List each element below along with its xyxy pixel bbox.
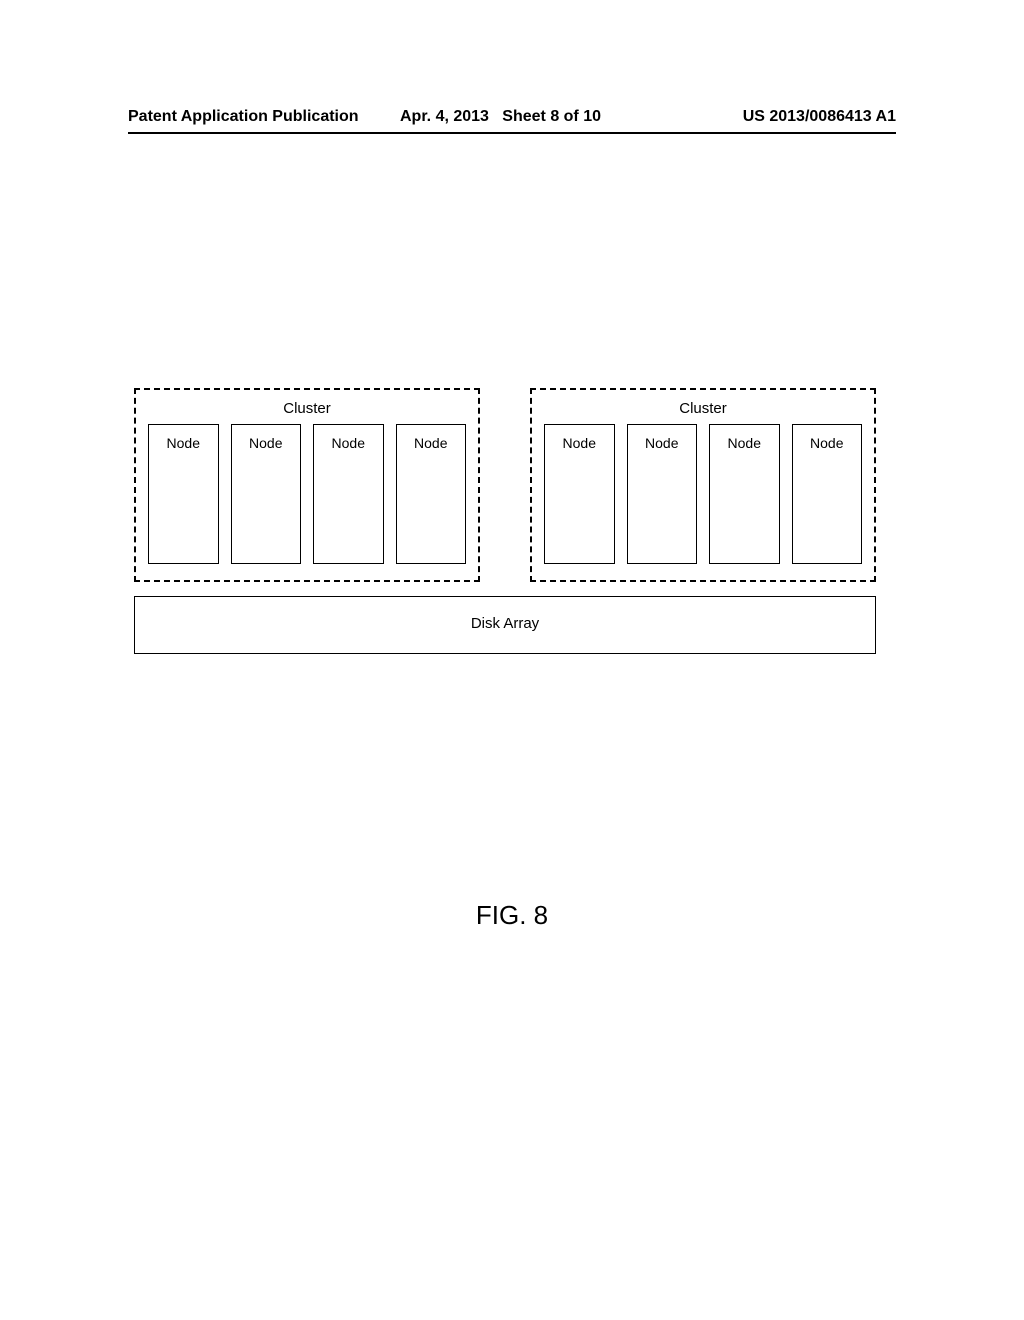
cluster-label: Cluster: [136, 400, 478, 417]
node-box: Node: [396, 424, 467, 564]
figure-8-diagram: Cluster Node Node Node Node Cluster Node…: [128, 388, 888, 654]
publication-number: US 2013/0086413 A1: [743, 108, 896, 126]
node-box: Node: [148, 424, 219, 564]
nodes-row: Node Node Node Node: [544, 424, 862, 564]
publication-label: Patent Application Publication: [128, 108, 359, 126]
figure-number-label: FIG. 8: [0, 900, 1024, 931]
node-box: Node: [231, 424, 302, 564]
cluster-label: Cluster: [532, 400, 874, 417]
publication-date: Apr. 4, 2013: [400, 108, 489, 125]
node-box: Node: [313, 424, 384, 564]
date-and-sheet: Apr. 4, 2013 Sheet 8 of 10: [400, 108, 660, 126]
node-box: Node: [709, 424, 780, 564]
node-box: Node: [544, 424, 615, 564]
node-box: Node: [627, 424, 698, 564]
header-rule: [128, 132, 896, 134]
disk-array-box: Disk Array: [134, 596, 876, 654]
sheet-number: Sheet 8 of 10: [502, 108, 601, 125]
cluster-box-left: Cluster Node Node Node Node: [134, 388, 480, 582]
cluster-box-right: Cluster Node Node Node Node: [530, 388, 876, 582]
nodes-row: Node Node Node Node: [148, 424, 466, 564]
node-box: Node: [792, 424, 863, 564]
